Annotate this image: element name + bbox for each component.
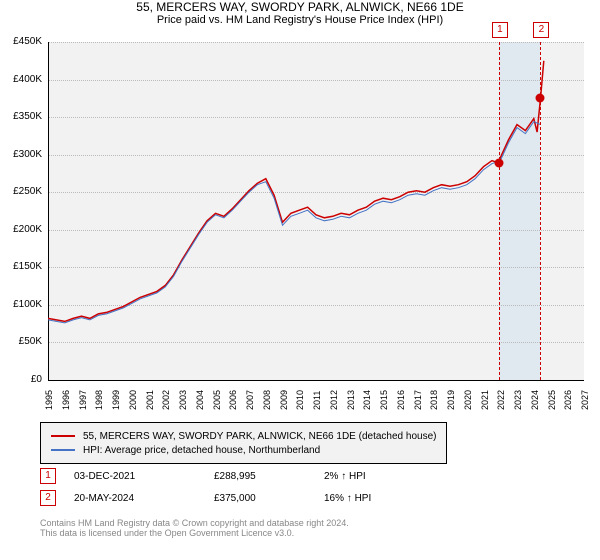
- x-tick-label: 2000: [128, 390, 138, 410]
- legend-row: HPI: Average price, detached house, Nort…: [51, 443, 436, 457]
- x-tick-label: 2015: [379, 390, 389, 410]
- y-tick-label: £450K: [0, 36, 42, 47]
- x-tick-label: 2017: [413, 390, 423, 410]
- event-table-row: 1 03-DEC-2021£288,9952% ↑ HPI: [40, 468, 424, 484]
- footnote: Contains HM Land Registry data © Crown c…: [40, 518, 349, 538]
- x-tick-label: 2016: [396, 390, 406, 410]
- x-tick-label: 1995: [44, 390, 54, 410]
- footnote-line2: This data is licensed under the Open Gov…: [40, 528, 349, 538]
- x-tick-label: 2010: [295, 390, 305, 410]
- x-tick-label: 2018: [429, 390, 439, 410]
- x-tick-label: 2008: [262, 390, 272, 410]
- event-table-row: 2 20-MAY-2024£375,00016% ↑ HPI: [40, 490, 424, 506]
- series-svg: [48, 42, 584, 380]
- event-pct: 2% ↑ HPI: [324, 471, 424, 482]
- event-label: 1: [492, 22, 508, 38]
- y-tick-label: £250K: [0, 186, 42, 197]
- series-line: [48, 122, 541, 323]
- y-tick-label: £150K: [0, 261, 42, 272]
- x-tick-label: 2020: [463, 390, 473, 410]
- x-tick-label: 2025: [547, 390, 557, 410]
- footnote-line1: Contains HM Land Registry data © Crown c…: [40, 518, 349, 528]
- x-tick-label: 2004: [195, 390, 205, 410]
- event-num: 1: [40, 468, 56, 484]
- chart-container: 55, MERCERS WAY, SWORDY PARK, ALNWICK, N…: [0, 0, 600, 560]
- x-tick-label: 2023: [513, 390, 523, 410]
- y-tick-label: £400K: [0, 74, 42, 85]
- y-tick-label: £300K: [0, 149, 42, 160]
- event-date: 03-DEC-2021: [74, 471, 214, 482]
- x-tick-label: 2012: [329, 390, 339, 410]
- event-line: [540, 42, 541, 380]
- x-tick-label: 2027: [580, 390, 590, 410]
- y-tick-label: £0: [0, 374, 42, 385]
- x-tick-label: 2022: [496, 390, 506, 410]
- plot-area: £0£50K£100K£150K£200K£250K£300K£350K£400…: [48, 42, 584, 380]
- x-tick-label: 2001: [145, 390, 155, 410]
- event-price: £288,995: [214, 471, 324, 482]
- event-num: 2: [40, 490, 56, 506]
- event-marker: [494, 158, 503, 167]
- legend-row: 55, MERCERS WAY, SWORDY PARK, ALNWICK, N…: [51, 429, 436, 443]
- x-tick-label: 2021: [480, 390, 490, 410]
- x-tick-label: 1996: [61, 390, 71, 410]
- y-tick-label: £200K: [0, 224, 42, 235]
- event-label: 2: [533, 22, 549, 38]
- y-tick-label: £350K: [0, 111, 42, 122]
- event-pct: 16% ↑ HPI: [324, 493, 424, 504]
- event-price: £375,000: [214, 493, 324, 504]
- x-tick-label: 1999: [111, 390, 121, 410]
- x-axis: [48, 380, 584, 381]
- x-tick-label: 2009: [279, 390, 289, 410]
- x-tick-label: 2007: [245, 390, 255, 410]
- chart-title: 55, MERCERS WAY, SWORDY PARK, ALNWICK, N…: [0, 0, 600, 14]
- event-marker: [536, 94, 545, 103]
- legend-swatch: [51, 449, 75, 451]
- series-line: [48, 61, 544, 322]
- event-date: 20-MAY-2024: [74, 493, 214, 504]
- legend-label: HPI: Average price, detached house, Nort…: [83, 445, 320, 456]
- x-tick-label: 2005: [212, 390, 222, 410]
- y-tick-label: £50K: [0, 336, 42, 347]
- legend-label: 55, MERCERS WAY, SWORDY PARK, ALNWICK, N…: [83, 431, 436, 442]
- x-tick-label: 2019: [446, 390, 456, 410]
- x-tick-label: 2011: [312, 391, 322, 410]
- x-tick-label: 1997: [78, 390, 88, 410]
- x-tick-label: 2006: [228, 390, 238, 410]
- x-tick-label: 1998: [94, 390, 104, 410]
- x-tick-label: 2013: [346, 390, 356, 410]
- event-line: [499, 42, 500, 380]
- x-tick-label: 2014: [362, 390, 372, 410]
- x-tick-label: 2003: [178, 390, 188, 410]
- legend: 55, MERCERS WAY, SWORDY PARK, ALNWICK, N…: [40, 422, 447, 464]
- x-tick-label: 2024: [530, 390, 540, 410]
- legend-swatch: [51, 435, 75, 437]
- x-tick-label: 2026: [563, 390, 573, 410]
- x-tick-label: 2002: [161, 390, 171, 410]
- y-tick-label: £100K: [0, 299, 42, 310]
- chart-subtitle: Price paid vs. HM Land Registry's House …: [0, 14, 600, 26]
